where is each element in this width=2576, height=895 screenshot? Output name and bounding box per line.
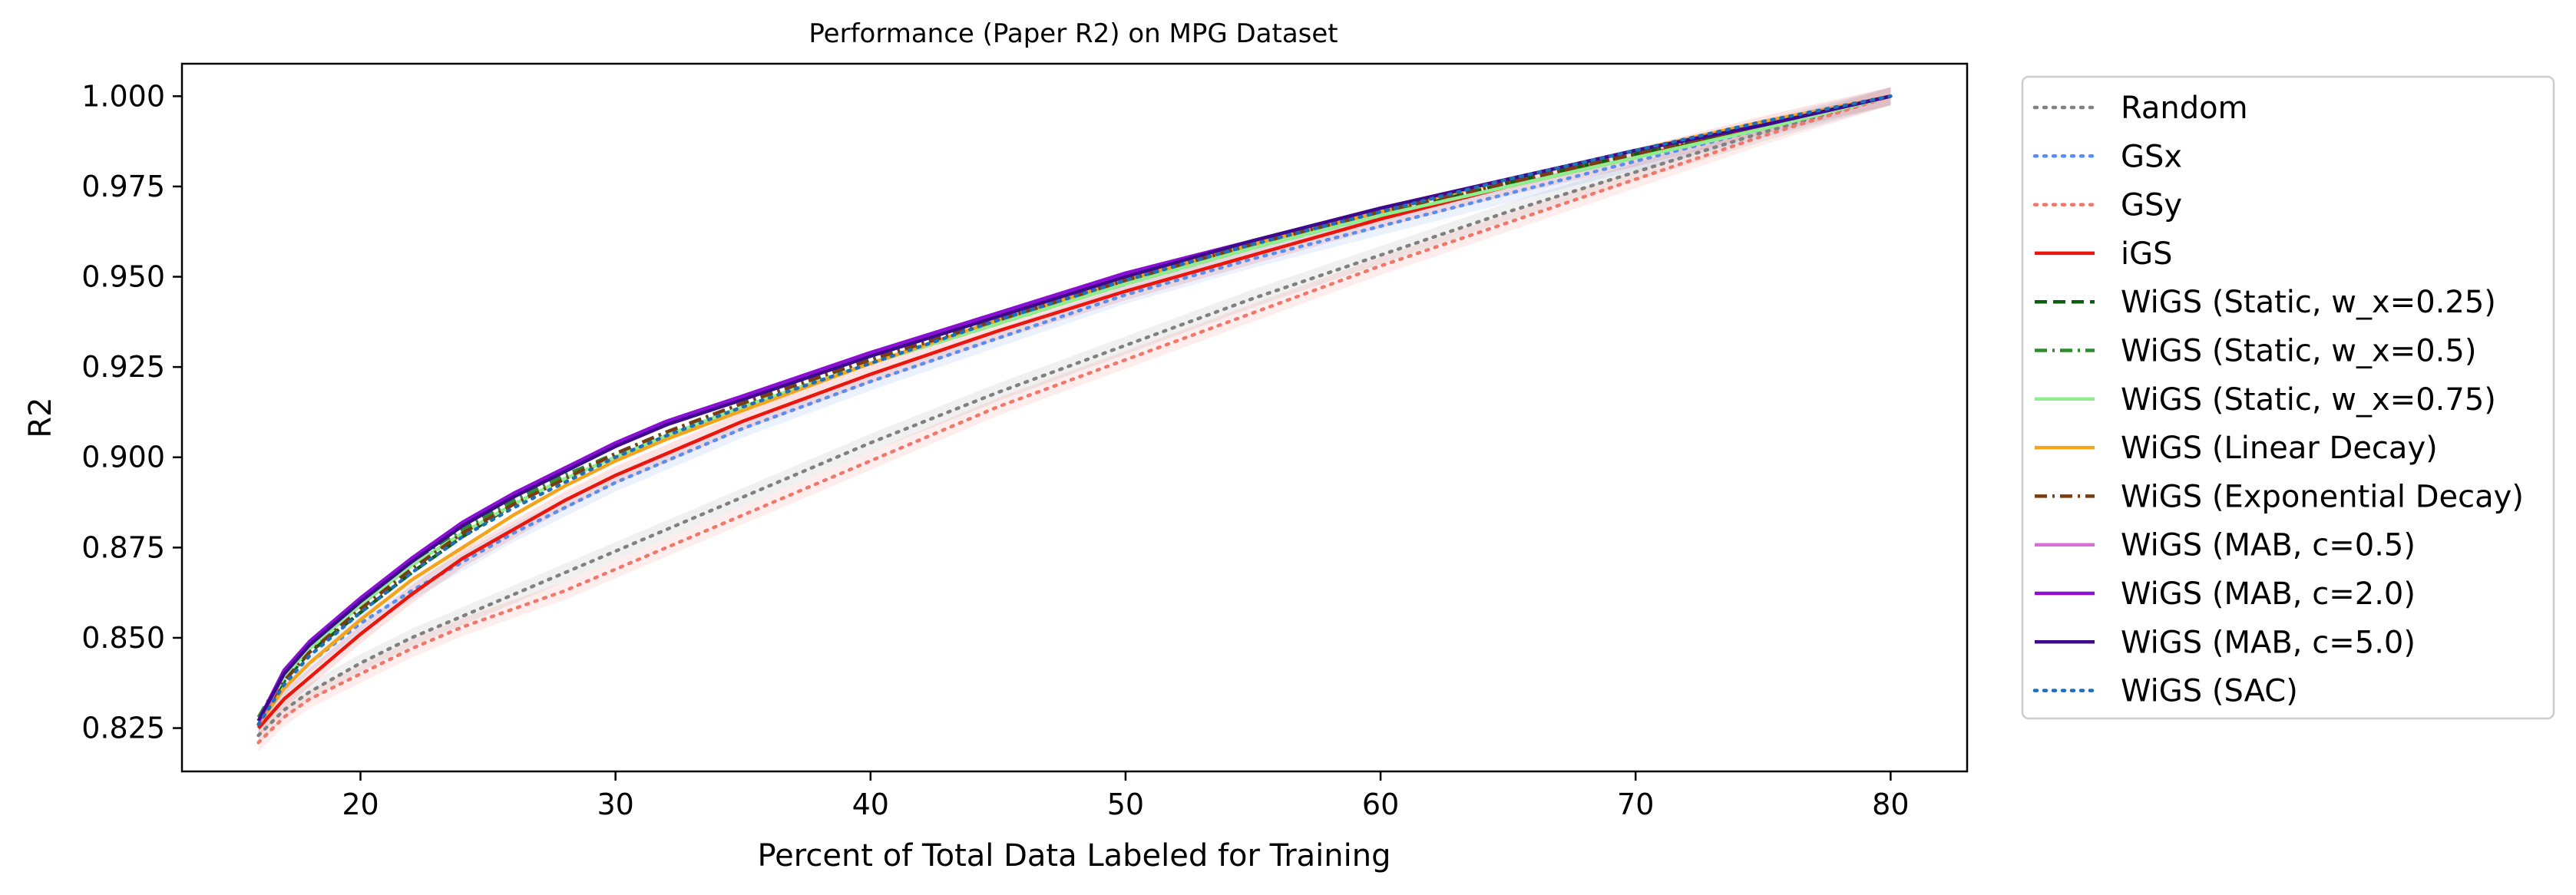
legend-label: WiGS (MAB, c=0.5) (2121, 528, 2416, 563)
x-tick-label: 80 (1872, 788, 1909, 821)
series-line-igs (256, 94, 1891, 730)
legend-label: WiGS (SAC) (2121, 674, 2298, 709)
legend-item-wigs-exponential-decay: WiGS (Exponential Decay) (2035, 479, 2524, 514)
series-lines (256, 94, 1893, 745)
x-axis-label: Percent of Total Data Labeled for Traini… (757, 838, 1391, 874)
series-line-gsy (256, 94, 1893, 745)
plot-area-frame (180, 62, 1969, 773)
legend-item-gsx: GSx (2032, 139, 2182, 174)
legend-label: Random (2121, 91, 2248, 126)
series-line-wigs-mab-c-0-5 (256, 94, 1891, 725)
legend-item-wigs-static-w-x-0-5: WiGS (Static, w_x=0.5) (2035, 334, 2476, 369)
x-tick-label: 60 (1362, 788, 1399, 821)
series-line-wigs-linear-decay (256, 94, 1891, 726)
legend-label: WiGS (Exponential Decay) (2121, 479, 2524, 514)
x-tick-label: 40 (852, 788, 889, 821)
y-tick-label: 0.875 (81, 530, 165, 564)
y-tick-label: 0.925 (81, 350, 165, 384)
y-axis: 0.825 0.850 0.875 0.900 0.925 0.950 0.975 1.000 (81, 79, 182, 745)
series-line-wigs-exponential-decay (256, 94, 1891, 722)
x-tick-label: 70 (1617, 788, 1654, 821)
y-tick-label: 0.900 (81, 441, 165, 474)
legend-label: GSx (2121, 139, 2182, 174)
series-line-wigs-static-w-x-0-25 (256, 94, 1891, 722)
legend-item-random: Random (2032, 91, 2248, 126)
series-line-gsx (256, 94, 1893, 727)
legend-label: WiGS (MAB, c=2.0) (2121, 576, 2416, 612)
series-line-wigs-static-w-x-0-75 (256, 94, 1891, 722)
legend-box (2021, 75, 2555, 720)
band-gsy (258, 87, 1891, 752)
legend-item-igs: iGS (2035, 236, 2173, 272)
series-line-wigs-sac (256, 94, 1893, 727)
y-tick-label: 0.950 (81, 260, 165, 294)
chart-title: Performance (Paper R2) on MPG Dataset (809, 18, 1338, 49)
legend-label: WiGS (MAB, c=5.0) (2121, 625, 2416, 660)
legend-item-wigs-mab-c-2-0: WiGS (MAB, c=2.0) (2035, 576, 2416, 612)
series-line-wigs-mab-c-5-0 (256, 94, 1891, 722)
legend-item-wigs-linear-decay: WiGS (Linear Decay) (2035, 431, 2438, 466)
legend-item-wigs-mab-c-5-0: WiGS (MAB, c=5.0) (2035, 625, 2416, 660)
x-tick-label: 20 (342, 788, 379, 821)
legend-item-wigs-static-w-x-0-75: WiGS (Static, w_x=0.75) (2035, 382, 2496, 418)
legend: Random GSx GSy iGS WiGS (Static, w_x=0.25) Wi… (2021, 75, 2555, 720)
y-axis-label: R2 (23, 397, 58, 438)
confidence-bands (258, 87, 1891, 752)
x-axis: 20 30 40 50 60 70 80 (342, 771, 1910, 821)
legend-label: WiGS (Static, w_x=0.25) (2121, 285, 2496, 320)
legend-label: WiGS (Static, w_x=0.5) (2121, 334, 2476, 369)
y-tick-label: 0.975 (81, 170, 165, 203)
legend-label: WiGS (Static, w_x=0.75) (2121, 382, 2496, 418)
y-tick-label: 0.825 (81, 712, 165, 745)
x-tick-label: 50 (1107, 788, 1144, 821)
legend-label: iGS (2121, 236, 2173, 272)
series-line-random (256, 94, 1893, 738)
y-tick-label: 0.850 (81, 621, 165, 655)
legend-label: GSy (2121, 188, 2182, 223)
legend-item-wigs-static-w-x-0-25: WiGS (Static, w_x=0.25) (2035, 285, 2496, 320)
legend-item-wigs-sac: WiGS (SAC) (2032, 674, 2298, 709)
y-tick-label: 1.000 (81, 79, 165, 113)
series-line-wigs-mab-c-2-0 (256, 94, 1891, 722)
series-line-wigs-static-w-x-0-5 (256, 94, 1891, 718)
legend-item-wigs-mab-c-0-5: WiGS (MAB, c=0.5) (2035, 528, 2416, 563)
legend-label: WiGS (Linear Decay) (2121, 431, 2438, 466)
x-tick-label: 30 (597, 788, 633, 821)
legend-item-gsy: GSy (2032, 188, 2182, 223)
band-random (258, 87, 1891, 745)
